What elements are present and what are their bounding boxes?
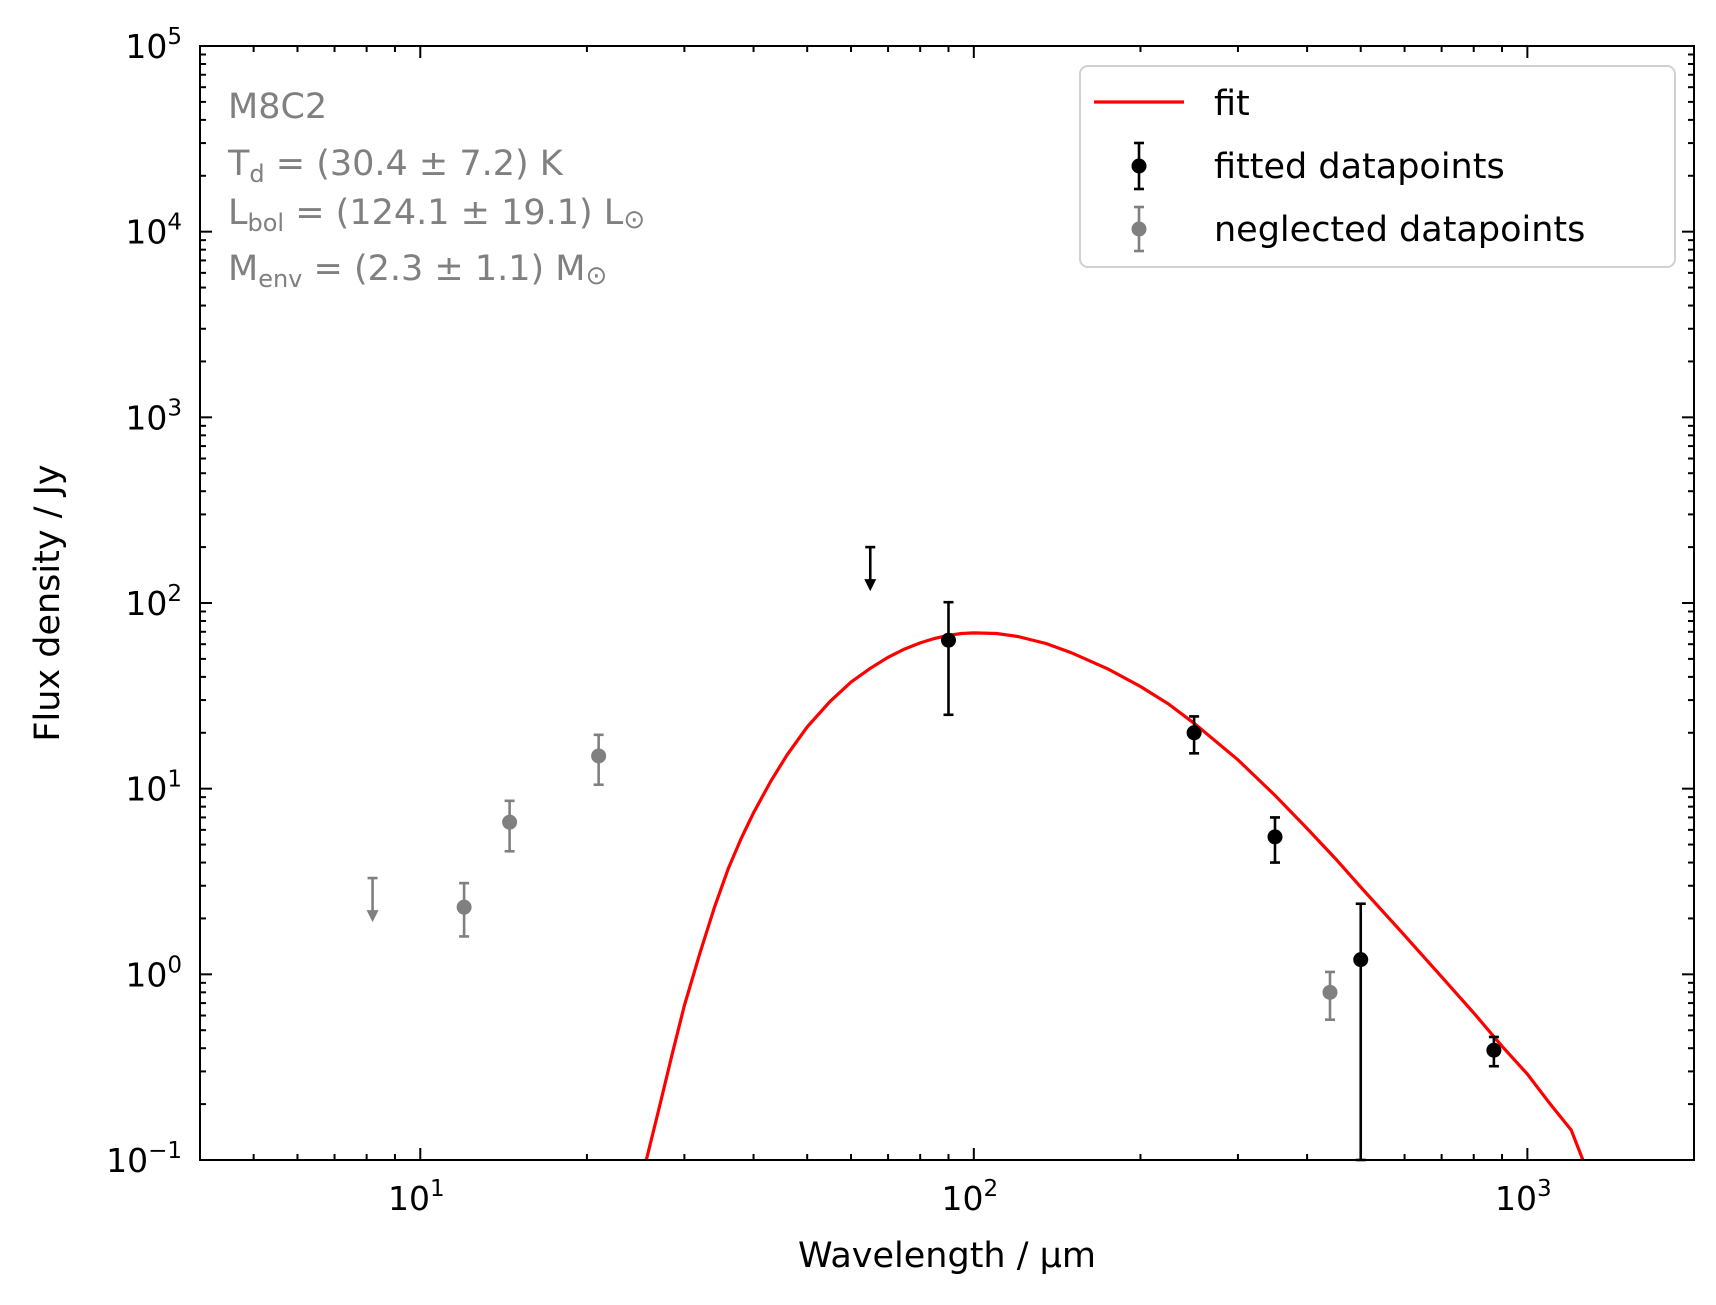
y-axis-label: Flux density / Jy: [28, 464, 68, 741]
legend: fit fitted datapoints neglected datapoin…: [1079, 65, 1676, 268]
x-tick-labels: 101 102 103: [388, 1176, 1552, 1218]
legend-fitted-marker: [1131, 141, 1147, 191]
marker: [1353, 952, 1369, 968]
x-tick-label: 103: [1495, 1176, 1552, 1218]
fit-parameters: M8C2 Td = (30.4 ± 7.2) K Lbol = (124.1 ±…: [227, 87, 645, 293]
plot-frame: [199, 45, 1695, 1161]
x-tick-label: 102: [942, 1176, 999, 1218]
limit-arrowhead: [864, 579, 877, 592]
fitted-datapoint: [940, 600, 956, 717]
bolometric-luminosity: Lbol = (124.1 ± 19.1) L⊙: [228, 193, 645, 237]
neglected-datapoint: [456, 881, 472, 938]
y-tick-label: 105: [125, 24, 182, 66]
marker: [1186, 725, 1202, 741]
x-tick-label: 101: [388, 1176, 445, 1218]
dust-temperature: Td = (30.4 ± 7.2) K: [227, 144, 564, 188]
x-axis-label: Wavelength / μm: [798, 1236, 1096, 1276]
legend-fit-label: fit: [1214, 84, 1250, 124]
marker: [940, 632, 956, 648]
y-tick-label: 104: [125, 210, 182, 252]
legend-neglected-label: neglected datapoints: [1214, 210, 1585, 250]
y-tick-label: 101: [125, 767, 182, 809]
marker: [591, 748, 607, 764]
y-tick-labels: 10−1 100 101 102 103 104 105: [106, 24, 182, 1180]
y-tick-label: 103: [125, 395, 182, 437]
neglected-upper-limit: [366, 876, 379, 923]
data-points: [366, 545, 1502, 1162]
marker: [1267, 829, 1283, 845]
legend-box: [1079, 65, 1676, 268]
marker: [456, 899, 472, 915]
fitted-datapoint: [1186, 715, 1202, 755]
fitted-upper-limit: [864, 545, 877, 592]
source-name: M8C2: [228, 87, 327, 127]
legend-fitted-label: fitted datapoints: [1214, 147, 1505, 187]
y-tick-label: 102: [125, 581, 182, 623]
fitted-datapoint: [1486, 1035, 1502, 1068]
legend-neglected-marker: [1131, 205, 1147, 253]
envelope-mass: Menv = (2.3 ± 1.1) M⊙: [228, 249, 607, 293]
y-tick-label: 100: [125, 952, 182, 994]
neglected-datapoint: [502, 799, 518, 853]
marker: [502, 814, 518, 830]
fitted-datapoint: [1267, 816, 1283, 864]
y-tick-label: 10−1: [106, 1138, 182, 1180]
marker: [1486, 1042, 1502, 1058]
limit-arrowhead: [366, 910, 379, 923]
marker: [1322, 984, 1338, 1000]
fit-curve: [644, 631, 1585, 1160]
neglected-datapoint: [1322, 970, 1338, 1021]
neglected-datapoint: [591, 733, 607, 787]
